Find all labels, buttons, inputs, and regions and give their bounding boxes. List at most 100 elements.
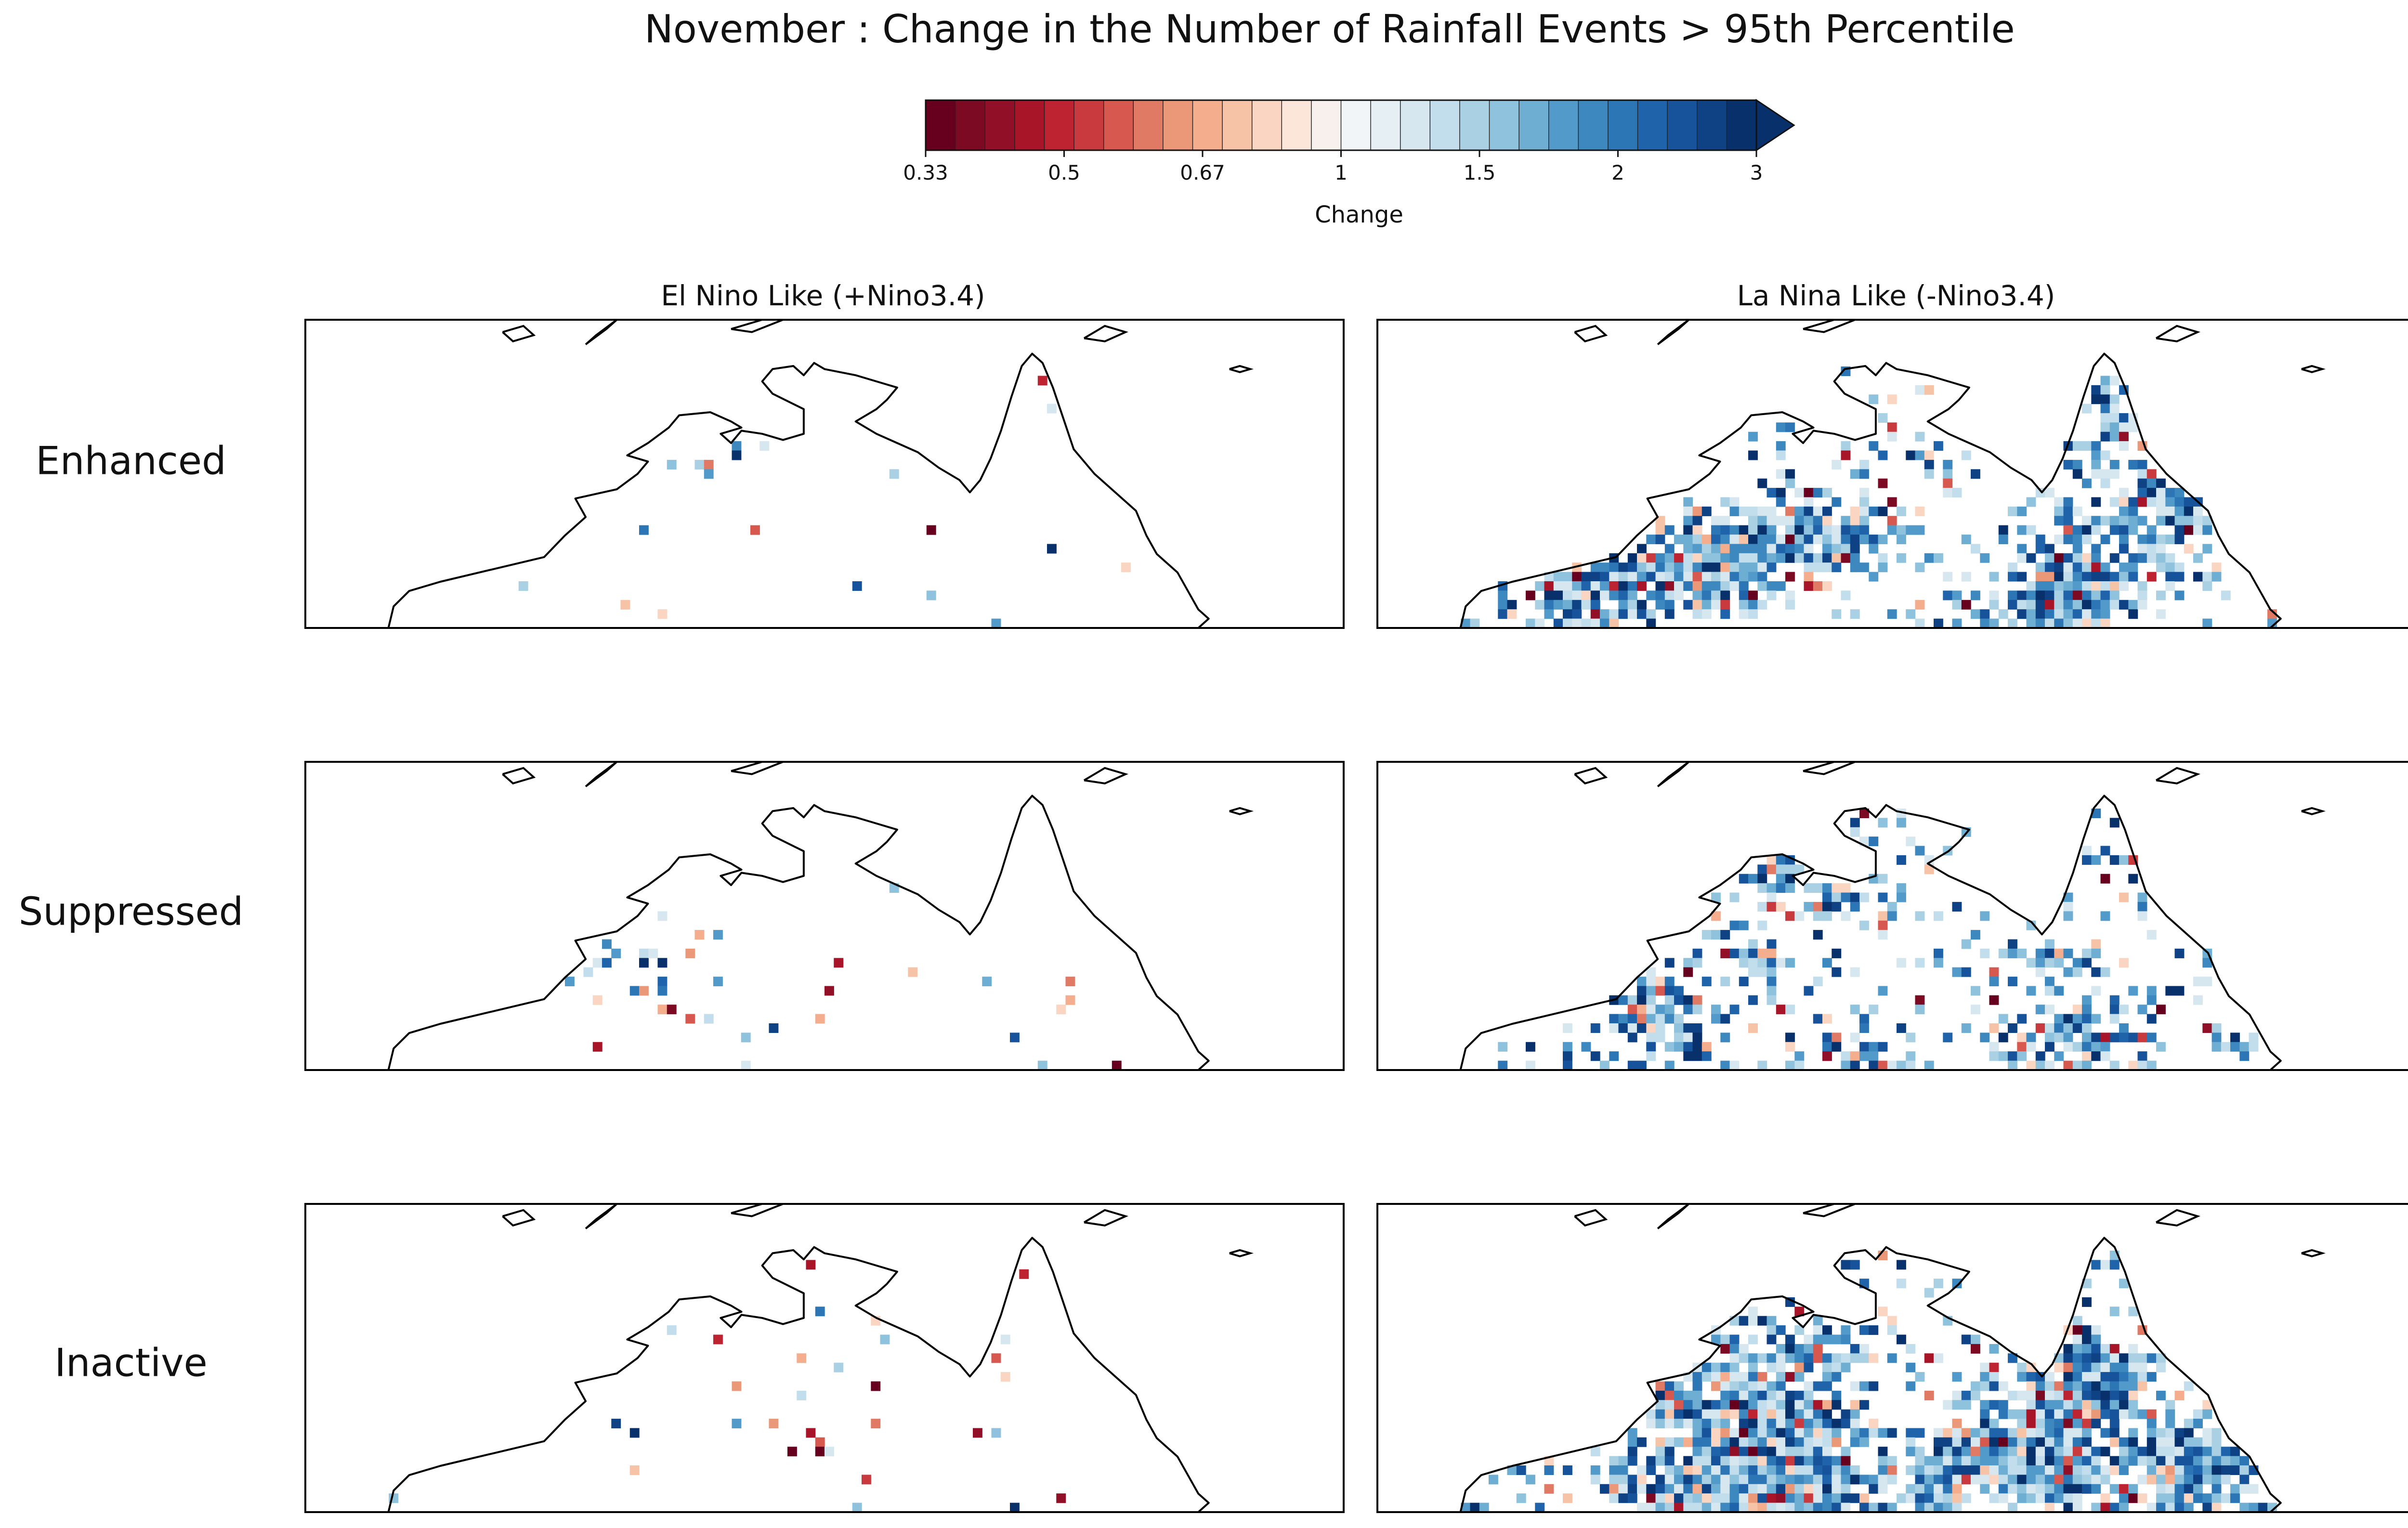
map-cell: [2063, 1060, 2073, 1071]
map-cell: [1776, 1456, 1786, 1466]
map-cell: [1822, 553, 1832, 563]
map-cell: [2091, 1032, 2101, 1043]
map-cell: [1637, 562, 1647, 573]
map-cell: [1934, 441, 1943, 451]
map-cell: [1915, 958, 1925, 968]
map-cell: [2202, 1023, 2212, 1033]
map-cell: [2035, 1060, 2045, 1071]
map-cell: [2100, 376, 2110, 386]
map-cell: [2100, 609, 2110, 619]
map-cell: [1785, 1502, 1795, 1513]
map-cell: [1729, 1502, 1740, 1513]
map-cell: [1646, 1456, 1656, 1466]
map-cell: [2109, 376, 2120, 386]
map-cell: [1952, 1484, 1962, 1494]
map-cell: [2212, 1465, 2222, 1475]
map-cell: [2137, 544, 2147, 554]
map-cell: [2017, 506, 2027, 516]
map-cell: [2063, 525, 2073, 535]
map-cell: [1692, 506, 1702, 516]
map-cell: [2184, 1502, 2194, 1513]
map-cell: [2063, 1390, 2073, 1400]
map-cell: [1952, 600, 1962, 610]
map-cell: [1794, 1493, 1805, 1503]
map-cell: [1674, 1437, 1684, 1447]
map-cell: [1711, 892, 1721, 902]
map-cell: [2119, 413, 2129, 423]
map-cell: [1869, 1060, 1879, 1071]
map-cell: [1627, 1005, 1637, 1015]
map-cell: [2267, 618, 2277, 628]
map-cell: [1785, 422, 1795, 432]
map-cell: [2239, 1475, 2250, 1485]
map-cell: [2119, 1456, 2129, 1466]
map-cell: [2119, 958, 2129, 968]
map-cell: [1729, 525, 1740, 535]
map-cell: [2109, 459, 2120, 470]
map-cell: [1739, 1419, 1749, 1429]
map-cell: [2017, 1390, 2027, 1400]
map-cell: [1701, 590, 1712, 601]
map-cell: [1767, 488, 1777, 498]
map-cell: [1729, 1447, 1740, 1457]
map-cell: [2212, 1447, 2222, 1457]
map-cell: [1757, 1484, 1767, 1494]
map-cell: [2026, 590, 2036, 601]
colorbar-tick-label: 2: [1611, 161, 1624, 184]
colorbar-segment: [1192, 100, 1223, 151]
map-cell: [1998, 948, 2008, 958]
map-cell: [1646, 553, 1656, 563]
map-cell: [1832, 1032, 1842, 1043]
map-cell: [1906, 1428, 1916, 1438]
map-cell: [611, 948, 621, 958]
map-cell: [1767, 1390, 1777, 1400]
map-cell: [1618, 1493, 1628, 1503]
map-cell: [1627, 581, 1637, 591]
map-cell: [2165, 1465, 2175, 1475]
map-cell: [1553, 600, 1563, 610]
map-cell: [2035, 1475, 2045, 1485]
map-cell: [2193, 525, 2203, 535]
colorbar-segment: [1429, 100, 1461, 151]
map-cell: [1683, 1502, 1693, 1513]
map-cell: [2109, 1419, 2120, 1429]
map-cell: [2054, 572, 2064, 582]
map-data-cells: [389, 1260, 1066, 1513]
map-cell: [2082, 1005, 2092, 1015]
map-cell: [1869, 1502, 1879, 1513]
map-cell: [1729, 1353, 1740, 1363]
map-cell: [2109, 1400, 2120, 1410]
map-cell: [1859, 1400, 1869, 1410]
map-cell: [1655, 1456, 1665, 1466]
map-cell: [2165, 1484, 2175, 1494]
map-cell: [1841, 516, 1851, 526]
map-cell: [1757, 553, 1767, 563]
map-cell: [1748, 1465, 1758, 1475]
map-cell: [2008, 1475, 2017, 1485]
map-cell: [2174, 1465, 2185, 1475]
map-cell: [1748, 1493, 1758, 1503]
map-cell: [1924, 1288, 1934, 1298]
map-cell: [1739, 977, 1749, 987]
map-cell: [1553, 590, 1563, 601]
map-cell: [1711, 1005, 1721, 1015]
map-cell: [1637, 572, 1647, 582]
map-cell: [852, 581, 862, 591]
map-cell: [1934, 618, 1943, 628]
map-cell: [1961, 1447, 1971, 1457]
map-cell: [1924, 459, 1934, 470]
map-cell: [1729, 544, 1740, 554]
colorbar-segment: [1281, 100, 1312, 151]
map-cell: [2109, 1344, 2120, 1354]
map-cell: [1794, 1456, 1805, 1466]
map-cell: [2119, 1465, 2129, 1475]
map-cell: [639, 958, 649, 968]
map-cell: [862, 1475, 871, 1485]
map-cell: [2137, 1051, 2147, 1061]
map-cell: [1906, 525, 1916, 535]
map-cell: [1878, 930, 1888, 940]
map-cell: [1804, 1475, 1814, 1485]
map-cell: [1924, 1353, 1934, 1363]
map-cell: [2156, 1456, 2166, 1466]
map-cell: [1859, 506, 1869, 516]
